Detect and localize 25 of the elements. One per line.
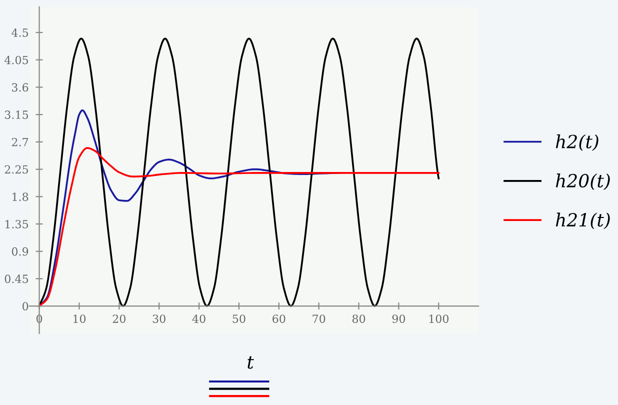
y-tick-label: 2.7 <box>12 138 28 146</box>
x-tick-label: 50 <box>232 314 246 323</box>
x-tick-label: 60 <box>272 314 286 323</box>
y-tick-label: 0.9 <box>12 247 28 256</box>
x-tick-label: 100 <box>429 314 449 323</box>
y-tick-label: 1.35 <box>5 220 28 228</box>
x-tick-label: 80 <box>352 314 366 323</box>
x-tick-label: 90 <box>392 314 406 323</box>
legend-label: h2(t) <box>556 134 598 151</box>
legend-label: h21(t) <box>556 212 610 230</box>
y-tick-label: 3.15 <box>4 110 28 119</box>
y-tick-label: 1.8 <box>12 192 28 202</box>
x-tick-label: 20 <box>112 314 126 323</box>
y-tick-label: 2.25 <box>4 165 28 174</box>
y-tick-label: 0.45 <box>4 274 28 284</box>
x-tick-label: 40 <box>192 314 206 323</box>
legend-label: h20(t) <box>556 174 610 190</box>
x-tick-label: 70 <box>312 314 326 323</box>
y-tick-label: 0 <box>22 302 28 310</box>
x-tick-label: 30 <box>152 314 166 323</box>
y-tick-label: 3.6 <box>12 83 28 92</box>
x-tick-label: 10 <box>74 314 86 323</box>
x-axis-title: t <box>248 356 254 369</box>
y-tick-label: 4.5 <box>12 28 28 37</box>
y-tick-label: 4.05 <box>4 56 28 64</box>
